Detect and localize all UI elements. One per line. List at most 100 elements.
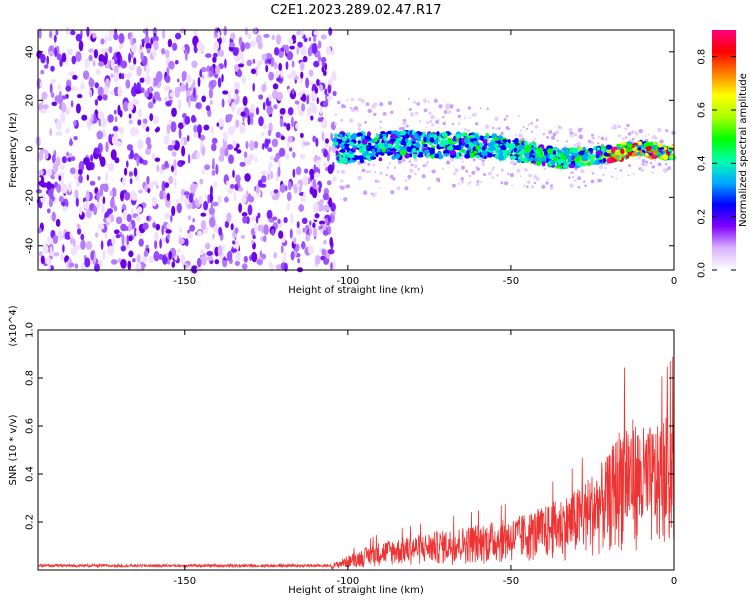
spectrogram-signal-cell	[570, 160, 576, 165]
snr-y-tick-label: 0.4	[25, 466, 36, 482]
spectrogram-signal-cell	[596, 147, 601, 152]
spectrogram-signal-halo	[657, 162, 662, 167]
colorbar-label: Normalized spectral amplitude	[738, 73, 749, 227]
spectrogram-signal-halo	[549, 186, 554, 191]
spectrogram-signal-halo	[361, 168, 366, 173]
spectrogram-noise-cell	[129, 178, 133, 185]
spectrogram-noise-cell	[330, 262, 333, 270]
spectrogram-signal-halo	[548, 130, 553, 134]
spectrogram-signal-cell	[396, 131, 401, 138]
spectrogram-noise-cell	[192, 218, 196, 223]
spectrogram-signal-halo	[525, 127, 529, 130]
spectrogram-signal-halo	[389, 174, 394, 179]
spectrogram-signal-cell	[530, 150, 534, 154]
spectrogram-noise-cell	[171, 151, 177, 157]
spectrogram-noise-cell	[75, 166, 79, 176]
spectrogram-signal-halo	[604, 162, 607, 166]
spectrogram-signal-cell	[406, 146, 412, 152]
spectrogram-noise-cell	[75, 51, 82, 62]
spectrogram-noise-cell	[317, 117, 324, 123]
spectrogram-noise-cell	[273, 104, 278, 110]
spectrogram-noise-cell	[181, 45, 185, 52]
spectrogram-signal-halo	[517, 115, 520, 117]
spectrogram-signal-halo	[485, 124, 490, 129]
spectrogram-noise-cell	[93, 113, 97, 125]
spectrogram-noise-cell	[92, 60, 96, 67]
spectrogram-signal-halo	[433, 98, 438, 103]
spectrogram-noise-cell	[180, 160, 186, 165]
spectrogram-signal-cell	[644, 141, 651, 147]
spectrogram-noise-cell	[277, 218, 281, 224]
spectrogram-noise-cell	[60, 112, 66, 123]
spectrogram-noise-cell	[118, 33, 125, 44]
spectrogram-noise-cell	[122, 177, 126, 186]
spectrogram-signal-cell	[518, 150, 524, 155]
spectrogram-noise-cell	[258, 94, 264, 100]
spectrogram-signal-halo	[375, 193, 378, 195]
spectrogram-signal-halo	[353, 106, 359, 111]
spectrogram-noise-cell	[255, 215, 259, 224]
spectrogram-noise-cell	[221, 98, 225, 108]
spectrogram-noise-cell	[306, 107, 312, 115]
spectrogram-noise-cell	[100, 38, 105, 45]
spectrogram-signal-cell	[390, 133, 397, 140]
spectrogram-noise-cell	[183, 191, 190, 196]
spectrogram-noise-cell	[187, 203, 193, 209]
spectrogram-noise-cell	[267, 147, 273, 153]
spectrogram-noise-cell	[174, 177, 177, 189]
spectrogram-noise-cell	[44, 257, 52, 265]
spectrogram-noise-cell	[232, 240, 236, 245]
spectrogram-signal-halo	[443, 148, 446, 151]
spectrogram-noise-cell	[184, 115, 191, 125]
spectrogram-signal-cell	[357, 140, 361, 144]
spectrogram-signal-cell	[509, 143, 516, 148]
spectrogram-noise-cell	[102, 93, 108, 101]
spectrogram-signal-halo	[527, 180, 531, 184]
spectrogram-noise-cell	[261, 175, 267, 183]
spectrogram-signal-halo	[591, 136, 594, 139]
spectrogram-noise-cell	[110, 73, 115, 78]
spectrogram-noise-cell	[132, 97, 136, 103]
spectrogram-signal-halo	[404, 179, 408, 182]
spectrogram-signal-halo	[590, 141, 594, 145]
spectrogram-noise-cell	[69, 138, 73, 147]
spectrogram-signal-halo	[577, 128, 582, 133]
spectrogram-signal-halo	[541, 184, 546, 189]
spectrogram-noise-cell	[38, 150, 44, 161]
spectrogram-noise-cell	[102, 196, 106, 204]
spectrogram-noise-cell	[195, 151, 201, 159]
spectrogram-signal-halo	[565, 145, 568, 148]
spectrogram-noise-cell	[70, 247, 78, 256]
spectrogram-signal-halo	[570, 133, 574, 138]
spectrogram-noise-cell	[276, 91, 284, 102]
spectrogram-signal-halo	[416, 102, 421, 106]
spectrogram-signal-halo	[457, 114, 461, 119]
spectrogram-noise-cell	[53, 252, 60, 257]
spectrogram-signal-cell	[396, 137, 403, 141]
spectrogram-noise-cell	[99, 187, 104, 197]
spectrogram-signal-halo	[452, 172, 456, 176]
spectrogram-noise-cell	[232, 47, 239, 56]
spectrogram-noise-cell	[310, 115, 314, 121]
spectrogram-signal-cell	[549, 154, 555, 159]
spectrogram-signal-halo	[505, 115, 509, 118]
spectrogram-signal-cell	[498, 135, 503, 140]
spectrogram-noise-cell	[110, 259, 118, 265]
spectrogram-signal-cell	[447, 137, 452, 142]
spectrogram-noise-cell	[40, 81, 43, 88]
spectrogram-signal-halo	[666, 168, 669, 171]
spectrogram-noise-cell	[236, 69, 243, 78]
spectrogram-noise-cell	[277, 166, 281, 178]
spectrogram-signal-cell	[550, 160, 555, 165]
spectrogram-signal-halo	[379, 120, 382, 123]
spectrogram-noise-cell	[120, 245, 127, 252]
spectrogram-noise-cell	[105, 47, 109, 53]
spectrogram-noise-cell	[164, 160, 169, 168]
spectrogram-signal-cell	[423, 144, 428, 148]
spectrogram-noise-cell	[158, 97, 162, 102]
spectrogram-noise-cell	[210, 126, 214, 134]
spectrogram-signal-halo	[407, 98, 410, 100]
spectrogram-signal-halo	[519, 175, 522, 178]
spectrogram-noise-cell	[113, 229, 120, 235]
spectrogram-signal-cell	[479, 142, 483, 148]
